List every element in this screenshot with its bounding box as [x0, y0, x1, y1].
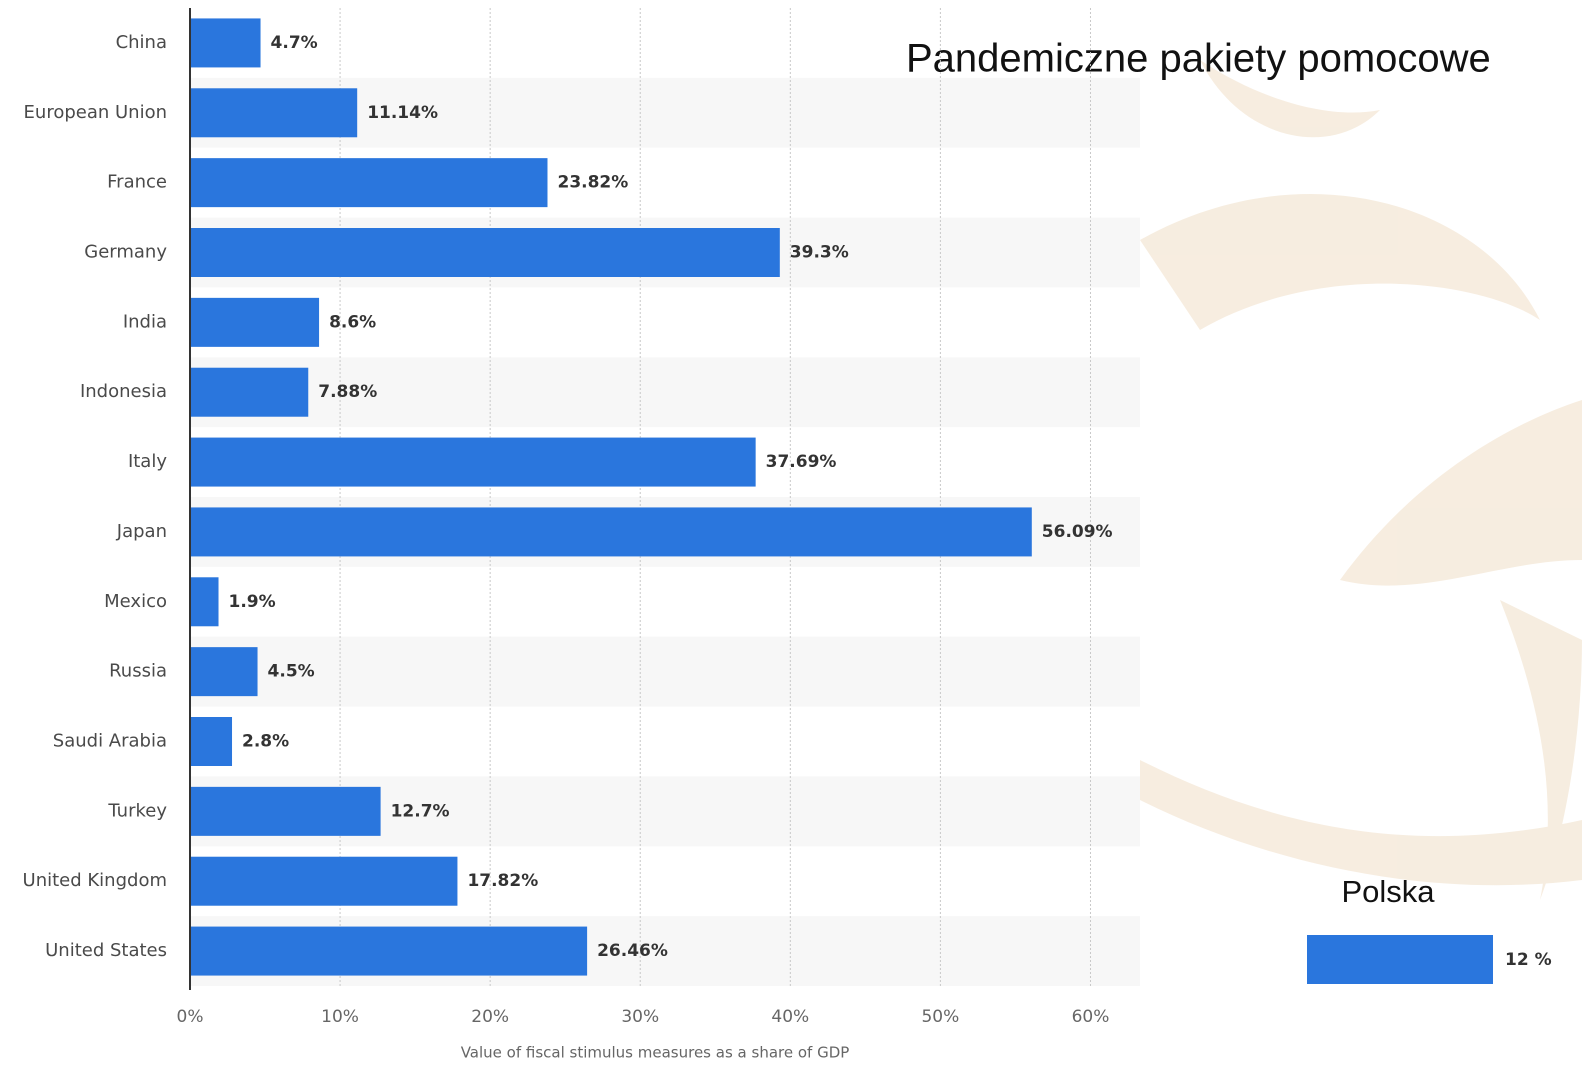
x-axis-title: Value of fiscal stimulus measures as a s…	[461, 1044, 850, 1062]
category-label: Italy	[128, 451, 167, 472]
inset-value-label: 12 %	[1505, 950, 1552, 970]
value-label: 11.14%	[367, 103, 438, 123]
value-label: 12.7%	[391, 801, 450, 821]
x-tick-label: 40%	[771, 1007, 809, 1027]
bar	[190, 18, 261, 68]
value-label: 4.7%	[271, 33, 318, 53]
bar	[190, 577, 219, 627]
category-label: France	[107, 172, 167, 193]
bar	[190, 228, 780, 277]
value-label: 8.6%	[329, 312, 376, 332]
x-tick-label: 20%	[471, 1007, 509, 1027]
bar	[190, 437, 756, 487]
row-band	[190, 357, 1140, 428]
category-label: Mexico	[104, 591, 167, 612]
background-ornament	[1140, 60, 1582, 900]
bar	[190, 88, 358, 138]
value-label: 23.82%	[557, 173, 628, 193]
slide-title: Pandemiczne pakiety pomocowe	[906, 37, 1491, 81]
value-label: 4.5%	[268, 662, 315, 682]
x-tick-label: 30%	[621, 1007, 659, 1027]
row-band	[190, 636, 1140, 707]
category-label: China	[116, 32, 167, 53]
category-label: Turkey	[107, 800, 167, 821]
bar	[190, 367, 309, 417]
x-tick-label: 10%	[321, 1007, 359, 1027]
value-label: 7.88%	[318, 382, 377, 402]
bar	[190, 786, 381, 836]
bar	[190, 717, 233, 766]
bar	[190, 507, 1032, 557]
bar	[190, 856, 458, 906]
value-label: 39.3%	[790, 243, 849, 263]
value-label: 2.8%	[242, 732, 289, 752]
value-label: 17.82%	[467, 871, 538, 891]
value-label: 26.46%	[597, 941, 668, 961]
bar	[190, 647, 258, 697]
bar	[190, 926, 588, 976]
x-tick-label: 50%	[921, 1007, 959, 1027]
bar	[190, 297, 320, 347]
bar	[190, 158, 548, 208]
category-label: United Kingdom	[23, 870, 167, 891]
category-label: India	[123, 311, 167, 332]
category-label: European Union	[24, 102, 167, 123]
category-label: Japan	[116, 521, 167, 542]
category-label: Indonesia	[80, 381, 167, 402]
value-label: 37.69%	[766, 452, 837, 472]
category-label: United States	[45, 940, 167, 961]
category-label: Saudi Arabia	[53, 731, 167, 752]
x-tick-label: 0%	[177, 1007, 204, 1027]
value-label: 56.09%	[1042, 522, 1113, 542]
plot: 0% 10% 20% 30% 40% 50% 60% China 4.7% European Un…	[23, 8, 1552, 1062]
inset-category-label: Polska	[1341, 874, 1435, 909]
category-label: Russia	[109, 661, 167, 682]
x-tick-label: 60%	[1072, 1007, 1110, 1027]
category-label: Germany	[84, 242, 167, 263]
inset-bar	[1307, 935, 1493, 984]
value-label: 1.9%	[229, 592, 276, 612]
